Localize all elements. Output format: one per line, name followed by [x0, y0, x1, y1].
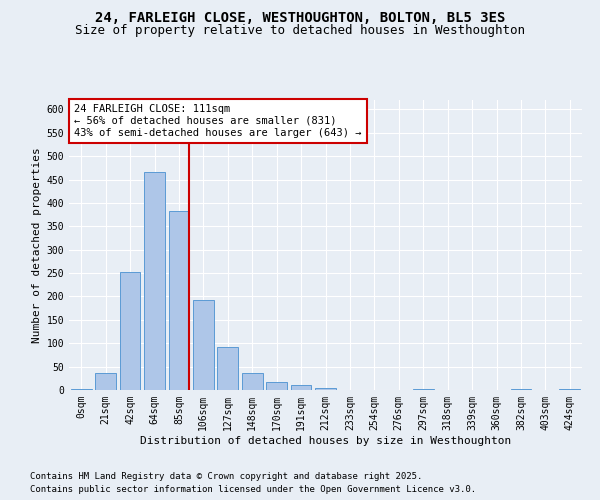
Bar	[413, 389, 434, 390]
Bar	[144, 172, 165, 390]
Y-axis label: Number of detached properties: Number of detached properties	[32, 147, 43, 343]
Text: 24 FARLEIGH CLOSE: 111sqm
← 56% of detached houses are smaller (831)
43% of semi: 24 FARLEIGH CLOSE: 111sqm ← 56% of detac…	[74, 104, 362, 138]
Bar	[315, 388, 336, 390]
Text: Size of property relative to detached houses in Westhoughton: Size of property relative to detached ho…	[75, 24, 525, 37]
Bar	[290, 385, 311, 390]
Text: Contains public sector information licensed under the Open Government Licence v3: Contains public sector information licen…	[30, 485, 476, 494]
Bar	[193, 300, 214, 390]
Bar	[169, 211, 190, 390]
Bar	[71, 389, 92, 390]
Text: Contains HM Land Registry data © Crown copyright and database right 2025.: Contains HM Land Registry data © Crown c…	[30, 472, 422, 481]
Text: 24, FARLEIGH CLOSE, WESTHOUGHTON, BOLTON, BL5 3ES: 24, FARLEIGH CLOSE, WESTHOUGHTON, BOLTON…	[95, 11, 505, 25]
Bar	[266, 382, 287, 390]
Bar	[217, 346, 238, 390]
X-axis label: Distribution of detached houses by size in Westhoughton: Distribution of detached houses by size …	[140, 436, 511, 446]
Bar	[511, 389, 532, 390]
Bar	[559, 389, 580, 390]
Bar	[119, 272, 140, 390]
Bar	[95, 373, 116, 390]
Bar	[242, 373, 263, 390]
